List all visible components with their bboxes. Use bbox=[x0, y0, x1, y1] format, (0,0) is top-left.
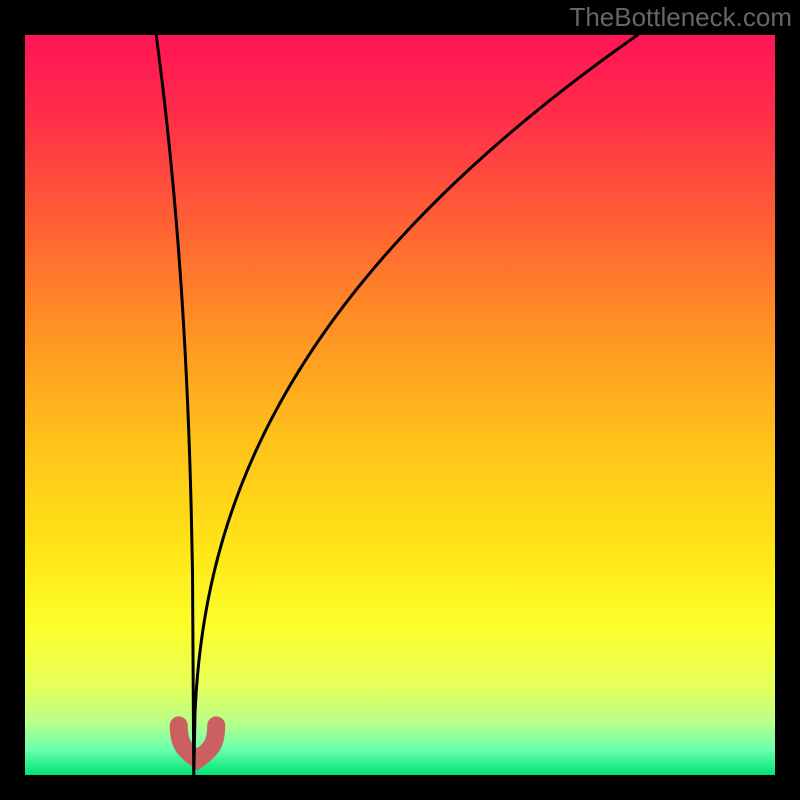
chart-stage: TheBottleneck.com bbox=[0, 0, 800, 800]
plot-svg bbox=[0, 0, 800, 800]
highlight-marker bbox=[179, 725, 217, 759]
watermark-text: TheBottleneck.com bbox=[569, 2, 792, 33]
bottleneck-curve bbox=[156, 20, 639, 775]
